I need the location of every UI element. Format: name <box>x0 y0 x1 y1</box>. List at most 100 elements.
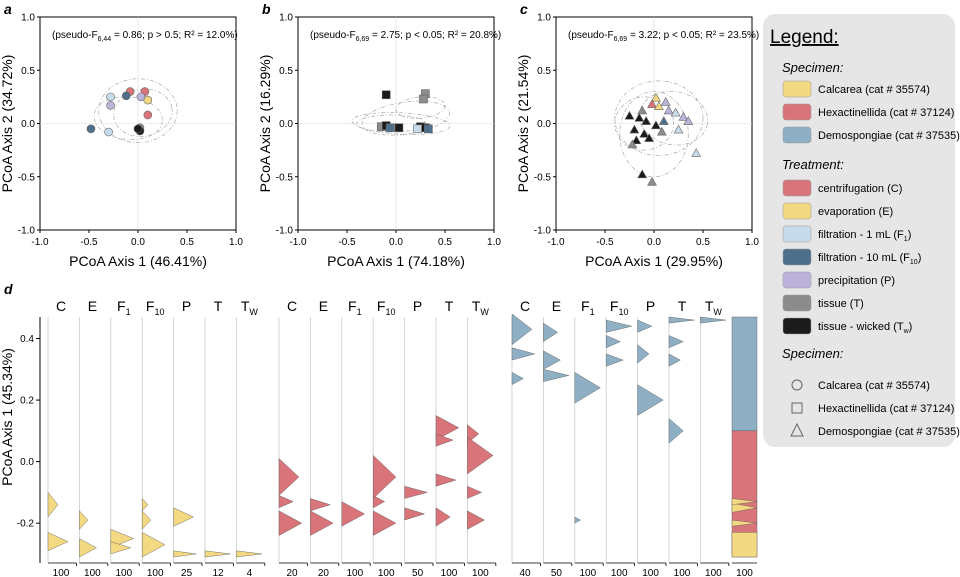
density-peak <box>606 353 624 367</box>
x-tick-label: 0.5 <box>696 237 710 248</box>
density-peak <box>373 495 385 509</box>
density-peak <box>236 550 262 558</box>
column-label: P <box>413 298 422 314</box>
stats-a: (pseudo-F6,44 = 0.86; p > 0.5; R² = 12.0… <box>52 30 238 43</box>
column-label-sub: 1 <box>357 307 362 317</box>
column-x-max: 100 <box>441 568 458 577</box>
x-tick-label: 0.0 <box>647 237 661 248</box>
column-x-max: 100 <box>674 568 691 577</box>
x-tick-label: 0.0 <box>131 237 145 248</box>
density-peak <box>404 507 426 521</box>
data-point <box>658 116 669 125</box>
column-label: F1 <box>348 298 362 317</box>
density-peak <box>341 501 365 527</box>
composite-x-max: 100 <box>736 568 753 577</box>
composite-band-calcarea <box>731 532 758 558</box>
y-tick-label: -0.5 <box>534 172 552 183</box>
data-point <box>106 101 115 110</box>
data-point <box>639 128 650 138</box>
panel-letter-b: b <box>262 1 271 17</box>
density-peak <box>511 313 533 346</box>
legend-label-main: precipitation (P) <box>818 275 895 287</box>
density-peak <box>204 550 231 558</box>
y-axis-label: PCoA Axis 2 (21.54%) <box>515 55 531 193</box>
data-point <box>624 110 635 120</box>
density-peak <box>310 498 331 512</box>
column-x-max: 12 <box>212 568 224 577</box>
legend-label-main: centrifugation (C) <box>818 183 902 195</box>
density-peak <box>637 384 664 416</box>
column-label-sub: 1 <box>590 307 595 317</box>
density-peak <box>435 433 454 447</box>
column-label-sub: 1 <box>126 307 131 317</box>
confidence-ellipse <box>361 100 450 136</box>
scatter-panel-c: -1.0 -0.5 0.0 0.5 1.0 -1.0 -0.5 0.0 0.5 1.0 PCoA A… <box>515 13 759 270</box>
data-point <box>644 133 655 142</box>
data-point <box>647 99 657 108</box>
data-point <box>670 107 681 117</box>
data-point <box>121 91 131 101</box>
composite-band <box>731 316 758 432</box>
legend-swatch-demospongiae <box>782 126 812 144</box>
density-peak <box>668 418 684 444</box>
data-point <box>136 92 146 102</box>
density-peak <box>278 458 300 496</box>
column-x-max: 20 <box>286 568 298 577</box>
panel-letter-c: c <box>520 1 528 17</box>
legend-label-hexactinellida: Hexactinellida (cat # 37124) <box>818 107 954 119</box>
x-tick-label: -0.5 <box>596 237 614 248</box>
density-peak <box>141 532 166 558</box>
d-y-tick-label: 0.0 <box>20 457 34 468</box>
density-peak <box>173 507 194 527</box>
column-x-max: 50 <box>412 568 424 577</box>
legend-label-main: evaporation (E) <box>818 206 893 218</box>
column-label-main: C <box>287 298 297 314</box>
density-peak <box>467 485 483 499</box>
data-point <box>691 148 702 157</box>
density-peak <box>606 319 632 333</box>
data-point <box>647 176 657 186</box>
data-point <box>653 101 664 110</box>
y-tick-label: 0.5 <box>537 66 551 77</box>
column-label-main: F <box>348 298 357 314</box>
x-tick-label: 0.0 <box>389 237 403 248</box>
y-tick-label: 0.5 <box>21 66 35 77</box>
confidence-ellipse <box>113 88 173 137</box>
column-label-main: T <box>472 298 481 314</box>
data-point <box>660 96 671 106</box>
x-tick-label: 0.5 <box>438 237 452 248</box>
legend-swatch-C <box>782 179 812 197</box>
density-peak <box>110 541 132 555</box>
data-point <box>106 92 115 102</box>
column-label-main: C <box>56 298 66 314</box>
legend-label-C: centrifugation (C) <box>818 183 902 195</box>
column-label: F10 <box>377 298 396 317</box>
y-tick-label: 1.0 <box>279 13 293 24</box>
column-label: E <box>88 298 97 314</box>
legend-triangle-icon <box>790 422 804 437</box>
legend-shape-label: Hexactinellida (cat # 37124) <box>818 403 954 415</box>
density-peak <box>467 424 480 444</box>
column-label: P <box>646 298 655 314</box>
legend-shape-label: Demospongiae (cat # 37535) <box>818 426 960 438</box>
column-x-max: 100 <box>579 568 596 577</box>
data-point <box>424 124 433 134</box>
data-point <box>683 116 694 125</box>
column-label-main: F <box>610 298 619 314</box>
x-axis-label: PCoA Axis 1 (29.95%) <box>585 253 723 269</box>
density-peak <box>543 322 558 342</box>
column-label: F10 <box>146 298 165 317</box>
legend-swatch-T <box>782 294 812 312</box>
density-peak <box>435 507 451 527</box>
data-point <box>678 111 689 121</box>
column-label-main: T <box>705 298 714 314</box>
y-tick-label: -1.0 <box>276 226 294 237</box>
column-x-max: 4 <box>247 568 253 577</box>
column-label-main: T <box>241 298 250 314</box>
x-tick-label: 1.0 <box>229 237 243 248</box>
x-axis-label: PCoA Axis 1 (46.41%) <box>69 253 207 269</box>
density-peak <box>700 316 726 324</box>
density-peak <box>574 372 601 404</box>
legend: Legend: Specimen: Treatment: Specimen: C… <box>763 14 960 447</box>
column-label: P <box>182 298 191 314</box>
